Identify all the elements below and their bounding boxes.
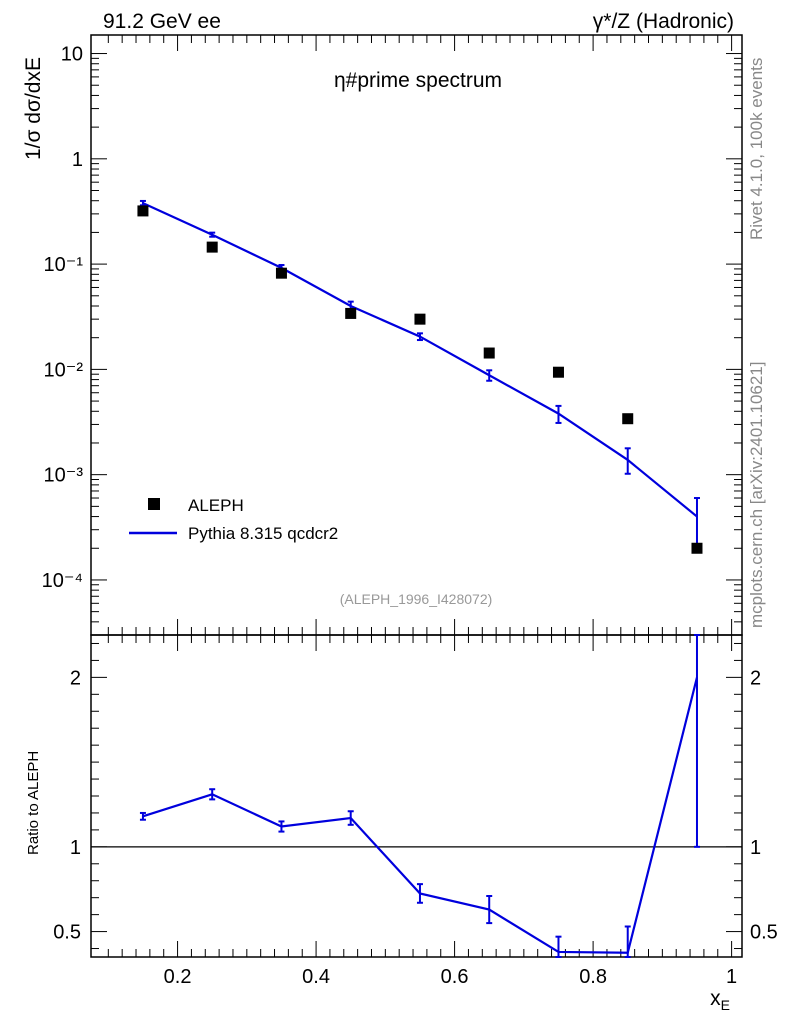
mc-series — [139, 199, 700, 550]
y-tick-label: 1 — [72, 149, 83, 171]
data-point — [345, 307, 357, 319]
sidebar-top-label: Rivet 4.1.0, 100k events — [747, 58, 766, 240]
ratio-plot-y-tick-labels: 0.5 0.5 1 1 2 2 — [53, 667, 778, 943]
ratio-y-tick-label-left: 2 — [70, 667, 81, 689]
ratio-line — [142, 677, 699, 954]
ratio-y-tick-label-left: 1 — [70, 837, 81, 859]
ratio-plot-ticks — [91, 635, 742, 957]
y-tick-label: 10⁻¹ — [44, 254, 84, 276]
ratio-plot-frame — [90, 634, 743, 958]
main-plot-panel: 10 1 10⁻¹ 10⁻² 10⁻³ 10⁻⁴ η#prime spectrum 1/σ… — [22, 34, 743, 636]
main-plot-y-tick-labels: 10 1 10⁻¹ 10⁻² 10⁻³ 10⁻⁴ — [42, 44, 84, 592]
x-tick-label: 1 — [726, 966, 737, 988]
legend-data-marker — [148, 498, 160, 510]
x-axis-label-sub: E — [721, 997, 730, 1013]
data-point — [691, 542, 703, 554]
data-point — [552, 366, 564, 378]
ratio-y-tick-label-right: 0.5 — [750, 922, 778, 944]
y-tick-label: 10⁻⁴ — [42, 570, 83, 592]
y-tick-label: 10 — [61, 44, 83, 66]
ratio-plot-panel: 0.5 0.5 1 1 2 2 0.2 0.4 0.6 0.8 1 Ratio to ALEPH — [25, 634, 778, 988]
data-point — [206, 241, 218, 253]
data-series — [137, 205, 703, 554]
legend-data-label: ALEPH — [188, 496, 244, 515]
x-axis-label-main: x — [710, 987, 721, 1010]
ratio-series — [91, 634, 742, 958]
data-point — [137, 205, 149, 217]
ratio-y-tick-label-left: 0.5 — [53, 922, 81, 944]
data-point — [275, 267, 287, 279]
x-tick-label: 0.8 — [579, 966, 607, 988]
x-tick-label: 0.6 — [441, 966, 469, 988]
data-point — [483, 347, 495, 359]
ratio-y-tick-label-right: 2 — [750, 667, 761, 689]
main-plot-ticks — [91, 35, 742, 636]
ratio-plot-x-tick-labels: 0.2 0.4 0.6 0.8 1 — [164, 966, 738, 988]
x-tick-label: 0.4 — [302, 966, 330, 988]
mc-line — [142, 202, 698, 518]
ratio-y-tick-label-right: 1 — [750, 837, 761, 859]
sidebar-bottom-label: mcplots.cern.ch [arXiv:2401.10621] — [747, 362, 766, 628]
x-axis-label: xE — [710, 987, 730, 1013]
data-point — [414, 313, 426, 325]
header-right: γ*/Z (Hadronic) — [593, 10, 734, 33]
main-plot-y-axis-label: 1/σ dσ/dxE — [22, 57, 45, 160]
y-tick-label: 10⁻³ — [44, 465, 84, 487]
y-tick-label: 10⁻² — [44, 359, 84, 381]
analysis-watermark: (ALEPH_1996_I428072) — [340, 591, 493, 607]
header-left: 91.2 GeV ee — [103, 10, 221, 33]
legend: ALEPH Pythia 8.315 qcdcr2 — [129, 496, 338, 543]
legend-mc-label: Pythia 8.315 qcdcr2 — [188, 524, 338, 543]
x-tick-label: 0.2 — [164, 966, 192, 988]
main-plot-title: η#prime spectrum — [334, 69, 502, 92]
ratio-plot-y-axis-label: Ratio to ALEPH — [25, 751, 42, 855]
data-point — [622, 413, 634, 425]
